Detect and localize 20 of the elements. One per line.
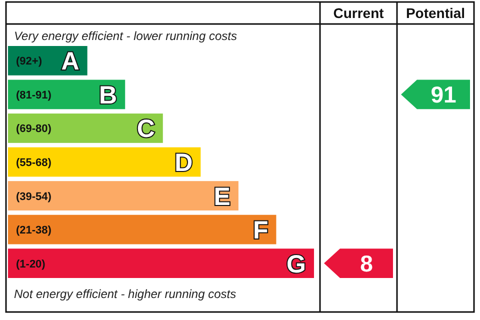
text: E — [214, 182, 230, 211]
text: Potential — [406, 5, 466, 21]
category-label: (92+) — [16, 56, 42, 68]
category-label: (55-68) — [16, 157, 52, 169]
text: C — [136, 115, 155, 144]
category-label: (39-54) — [16, 190, 52, 203]
category-label: (81-91) — [16, 89, 52, 102]
category-label: (21-38) — [16, 224, 52, 237]
text: F — [252, 216, 268, 245]
text: D — [174, 149, 193, 177]
category-label: (1-20) — [16, 258, 46, 270]
text: G — [286, 250, 306, 278]
text: B — [99, 81, 118, 110]
data-label: 91 — [430, 81, 456, 108]
text: Very energy efficient - lower running costs — [14, 29, 237, 43]
category-label: (69-80) — [16, 123, 52, 136]
text: Not energy efficient - higher running costs — [14, 287, 236, 301]
text: A — [61, 48, 80, 76]
text: Current — [333, 5, 384, 21]
data-label: 8 — [360, 250, 374, 276]
